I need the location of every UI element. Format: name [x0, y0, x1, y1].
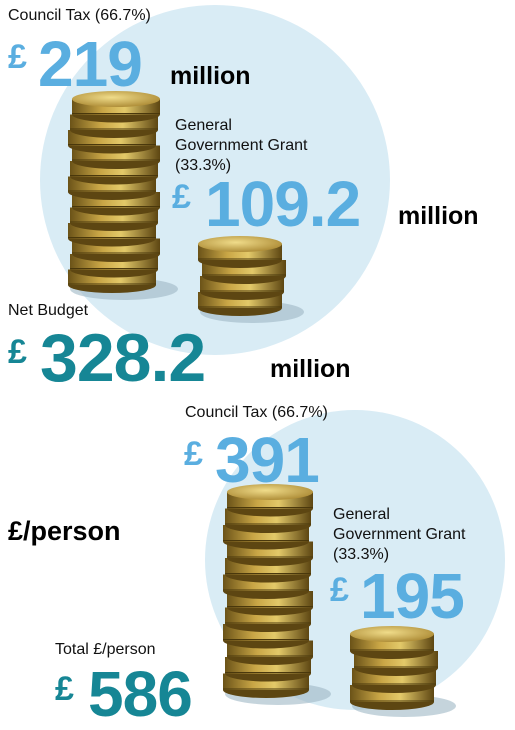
amount: 109.2 [205, 168, 361, 240]
amount: 195 [360, 560, 465, 632]
grant-label: General Government Grant (33.3%) [333, 506, 466, 563]
currency: £ [8, 333, 27, 371]
unit: million [398, 202, 479, 230]
amount: 391 [215, 424, 320, 496]
currency: £ [55, 670, 74, 708]
total-label: Total £/person [55, 641, 156, 658]
amount: 328.2 [40, 320, 206, 396]
coin-face [198, 236, 282, 252]
amount: 219 [38, 28, 143, 100]
net-label: Net Budget [8, 302, 89, 319]
coin-face [72, 91, 160, 107]
coin-face [350, 626, 434, 642]
council-tax-label: Council Tax (66.7%) [185, 404, 328, 421]
currency: £ [172, 178, 191, 216]
grant-label: General Government Grant (33.3%) [175, 117, 308, 174]
coin-face [227, 484, 313, 500]
currency: £ [330, 571, 349, 609]
amount: 586 [88, 658, 193, 730]
per-person-heading: £/person [8, 516, 121, 546]
unit: million [270, 355, 351, 383]
currency: £ [8, 38, 27, 76]
currency: £ [184, 435, 203, 473]
council-tax-label: Council Tax (66.7%) [8, 7, 151, 24]
unit: million [170, 62, 251, 90]
